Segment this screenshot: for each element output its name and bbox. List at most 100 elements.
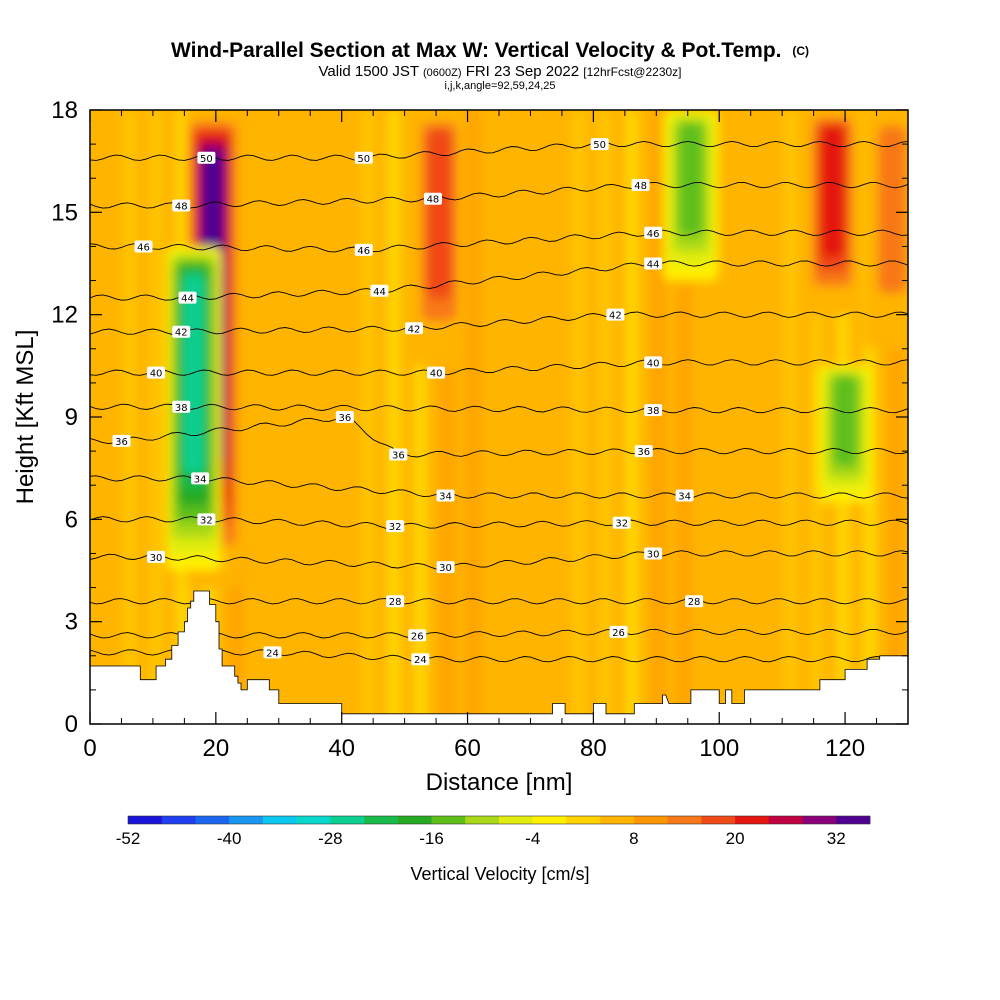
x-tick-label: 120 <box>825 735 865 762</box>
theta-contour-44 <box>90 260 908 301</box>
svg-text:30: 30 <box>647 549 660 560</box>
theta-contour-label: 48 <box>172 199 191 213</box>
svg-text:28: 28 <box>688 597 701 608</box>
theta-contour-label: 34 <box>436 489 455 502</box>
svg-text:40: 40 <box>647 358 660 369</box>
chart-params: i,j,k,angle=92,59,24,25 <box>444 80 555 92</box>
theta-contour-34 <box>90 475 908 499</box>
theta-contour-label: 30 <box>644 547 663 560</box>
svg-text:42: 42 <box>408 324 421 335</box>
theta-contour-label: 42 <box>172 325 191 339</box>
svg-text:30: 30 <box>439 563 452 574</box>
theta-contour-label: 34 <box>191 472 210 485</box>
theta-contour-label: 30 <box>147 550 166 564</box>
theta-contour-label: 42 <box>405 322 424 335</box>
velocity-cell <box>426 129 452 299</box>
colorbar-tick-label: -40 <box>217 829 242 848</box>
y-tick-label: 15 <box>51 199 78 226</box>
svg-text:30: 30 <box>150 553 163 564</box>
theta-contour-36 <box>90 416 908 458</box>
y-axis-label: Height [Kft MSL] <box>12 330 39 505</box>
velocity-cell <box>183 274 205 474</box>
theta-contour-label: 32 <box>386 520 405 533</box>
theta-contour-label: 26 <box>408 629 427 642</box>
terrain <box>90 590 908 724</box>
svg-text:42: 42 <box>609 311 622 322</box>
theta-contour-label: 42 <box>606 308 625 322</box>
x-axis-label: Distance [nm] <box>426 769 573 796</box>
colorbar-tick-label: 20 <box>726 829 745 848</box>
svg-text:36: 36 <box>338 413 351 424</box>
theta-contour-24 <box>90 649 908 663</box>
theta-contour-label: 36 <box>389 448 408 462</box>
colorbar-tick-label: 32 <box>827 829 846 848</box>
theta-contour-label: 40 <box>427 366 446 380</box>
colorbar-swatch <box>397 816 432 824</box>
colorbar-tick-label: -52 <box>116 829 141 848</box>
colorbar-swatch <box>600 816 635 824</box>
colorbar-swatch <box>735 816 770 824</box>
colorbar-frame <box>127 815 871 825</box>
colorbar-swatch <box>262 816 297 824</box>
svg-text:26: 26 <box>411 631 424 642</box>
svg-text:32: 32 <box>200 515 213 526</box>
y-tick-label: 0 <box>65 711 78 738</box>
theta-contour-label: 36 <box>335 411 354 424</box>
theta-contour-32 <box>90 516 908 529</box>
theta-contour-labels: 24 24 26 26 28 28 30 30 30 32 32 32 34 34 34 36 36 36 36 38… <box>112 138 704 666</box>
theta-contour-label: 50 <box>354 151 373 165</box>
svg-text:26: 26 <box>612 628 625 639</box>
svg-text:44: 44 <box>647 260 660 271</box>
svg-text:34: 34 <box>678 491 691 502</box>
colorbar-swatch <box>128 816 163 824</box>
colorbar-swatch <box>161 816 196 824</box>
x-tick-label: 20 <box>202 735 229 762</box>
colorbar-swatch <box>431 816 466 824</box>
theta-contour-38 <box>90 403 908 414</box>
svg-text:50: 50 <box>200 154 213 165</box>
svg-text:32: 32 <box>615 519 628 530</box>
colorbar-label: Vertical Velocity [cm/s] <box>410 864 589 884</box>
x-tick-label: 40 <box>328 735 355 762</box>
theta-contour-48 <box>90 182 908 209</box>
colorbar-swatch <box>195 816 230 824</box>
svg-text:34: 34 <box>439 491 452 502</box>
theta-contour-46 <box>90 229 908 253</box>
svg-text:40: 40 <box>430 369 443 380</box>
colorbar-swatch <box>296 816 331 824</box>
theta-contour-label: 48 <box>423 192 442 206</box>
colorbar-swatch <box>532 816 567 824</box>
colorbar-swatch <box>229 816 264 824</box>
theta-contour-label: 28 <box>685 595 704 608</box>
theta-contour-label: 40 <box>644 356 663 369</box>
theta-contour-label: 50 <box>590 138 609 151</box>
svg-text:48: 48 <box>634 181 647 192</box>
svg-text:48: 48 <box>427 195 440 206</box>
svg-text:28: 28 <box>389 597 402 608</box>
theta-contour-40 <box>90 359 908 376</box>
theta-contour-label: 36 <box>634 445 653 458</box>
svg-text:38: 38 <box>647 406 660 417</box>
theta-contour-42 <box>90 311 908 335</box>
theta-contour-28 <box>90 598 908 605</box>
theta-contour-30 <box>90 550 908 571</box>
svg-text:24: 24 <box>414 655 427 666</box>
y-tick-label: 18 <box>51 97 78 124</box>
svg-text:46: 46 <box>647 229 660 240</box>
svg-text:46: 46 <box>137 242 150 253</box>
theta-contours <box>90 140 908 663</box>
svg-text:50: 50 <box>593 140 606 151</box>
velocity-cell <box>678 122 704 236</box>
colorbar-swatch <box>499 816 534 824</box>
theta-contour-label: 24 <box>263 646 282 659</box>
svg-text:46: 46 <box>357 246 370 257</box>
colorbar-swatch <box>667 816 702 824</box>
colorbar-tick-label: -16 <box>419 829 444 848</box>
chart-title: Wind-Parallel Section at Max W: Vertical… <box>171 39 809 62</box>
svg-text:36: 36 <box>637 447 650 458</box>
theta-contour-label: 46 <box>354 243 373 257</box>
colorbar-swatch <box>364 816 399 824</box>
colorbar-swatch <box>836 816 871 824</box>
